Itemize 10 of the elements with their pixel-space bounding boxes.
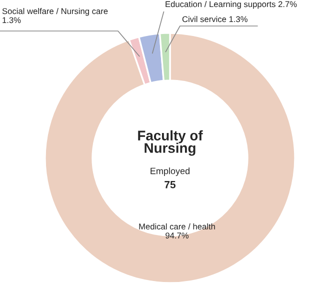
slice-label: Medical care / health [139, 223, 215, 230]
slice-label: Civil service 1.3% [182, 16, 248, 22]
text: Faculty of Nursing [138, 130, 203, 156]
slice-label: Education / Learning supports 2.7% [166, 1, 297, 9]
slice-label: Social welfare / Nursing care [2, 8, 108, 16]
text: Employed [150, 168, 190, 176]
donut-slice [44, 32, 296, 284]
data-label: 94.7% [166, 232, 189, 238]
data-label: 1.3% [2, 17, 21, 24]
text: 75 [164, 181, 176, 188]
